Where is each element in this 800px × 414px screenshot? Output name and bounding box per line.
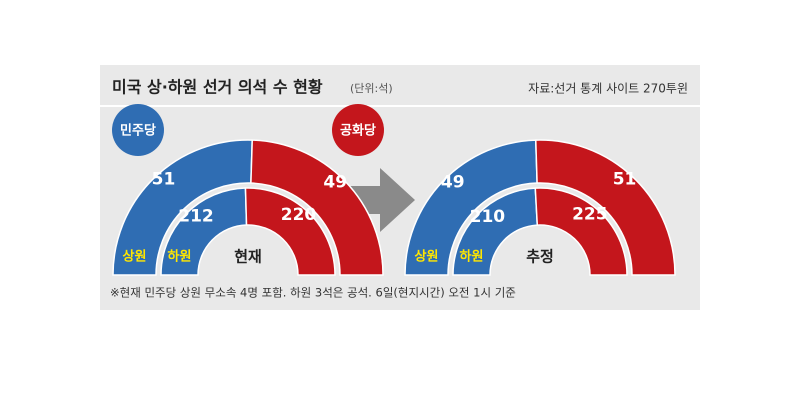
seat-segment (244, 187, 336, 276)
unit: (단위:석) (350, 82, 393, 95)
seat-label: 225 (572, 204, 608, 224)
seat-label: 220 (281, 205, 317, 225)
seat-segment (250, 139, 384, 276)
seat-label: 212 (178, 206, 214, 226)
note: ※현재 민주당 상원 무소속 4명 포함. 하원 3석은 공석. 6일(현지시간… (110, 286, 516, 300)
party-badge (332, 104, 384, 156)
center-label: 추정 (526, 248, 554, 266)
seat-label: 51 (613, 170, 637, 190)
party-badge (112, 104, 164, 156)
seat-label: 210 (470, 207, 506, 227)
center-label: 현재 (234, 248, 262, 266)
seat-label: 49 (441, 172, 465, 192)
party-label: 민주당 (120, 123, 156, 139)
arrow (337, 168, 415, 232)
chamber-label: 상원 (415, 250, 439, 265)
seat-label: 51 (152, 170, 176, 190)
party-label: 공화당 (340, 123, 376, 139)
source: 자료:선거 통계 사이트 270투윈 (528, 82, 688, 96)
chamber-label: 상원 (123, 250, 147, 265)
seat-segment (534, 139, 676, 276)
title: 미국 상·하원 선거 의석 수 현황 (112, 78, 323, 97)
chamber-label: 하원 (460, 249, 484, 265)
chamber-label: 하원 (168, 249, 192, 265)
seat-label: 49 (323, 172, 347, 192)
seat-segment (534, 187, 628, 276)
